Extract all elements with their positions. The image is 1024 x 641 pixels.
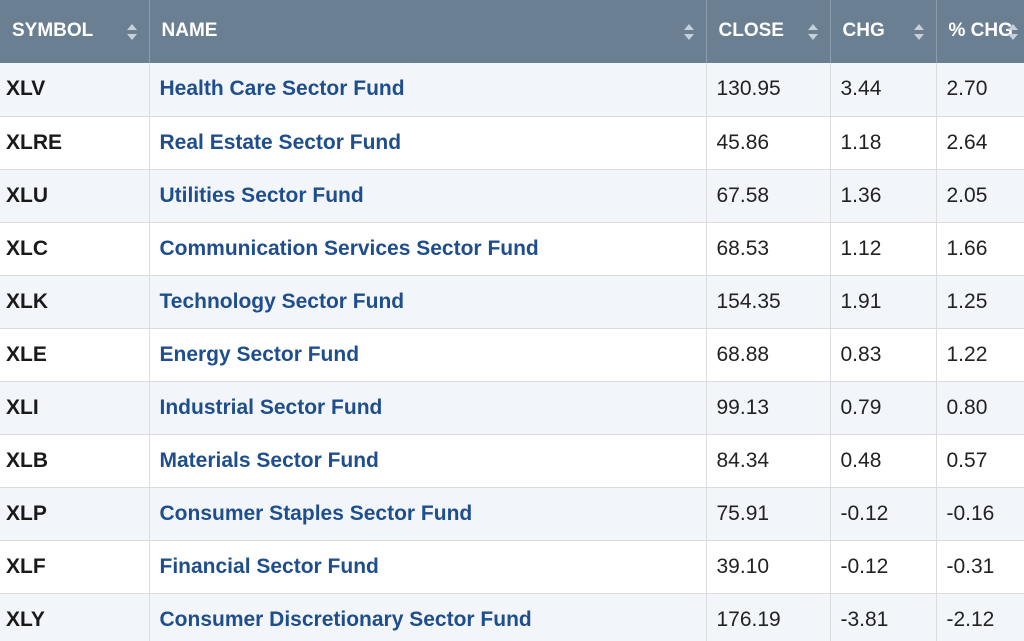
fund-name-link[interactable]: Communication Services Sector Fund (159, 236, 539, 260)
fund-name-link[interactable]: Consumer Discretionary Sector Fund (159, 607, 532, 631)
name-cell: Real Estate Sector Fund (149, 116, 707, 170)
symbol-cell: XLY (0, 593, 150, 641)
sort-arrows-icon[interactable] (1007, 23, 1018, 40)
close-cell: 75.91 (706, 487, 831, 541)
symbol-cell: XLK (0, 275, 150, 329)
symbol-cell: XLV (0, 63, 150, 117)
table-row[interactable]: XLF Financial Sector Fund 39.10 -0.12 -0.31 (0, 540, 1024, 594)
chg-cell: -0.12 (830, 487, 937, 541)
column-header-label: CHG (842, 20, 885, 42)
column-header-label: CLOSE (718, 20, 784, 42)
table-row[interactable]: XLRE Real Estate Sector Fund 45.86 1.18 2.64 (0, 116, 1024, 170)
chg-cell: 0.79 (830, 381, 937, 435)
table-row[interactable]: XLE Energy Sector Fund 68.88 0.83 1.22 (0, 328, 1024, 382)
close-cell: 154.35 (706, 275, 831, 329)
chg-cell: 0.83 (830, 328, 937, 382)
chg-cell: 0.48 (830, 434, 937, 488)
table-row[interactable]: XLB Materials Sector Fund 84.34 0.48 0.57 (0, 434, 1024, 488)
name-cell: Communication Services Sector Fund (149, 222, 707, 276)
table-row[interactable]: XLK Technology Sector Fund 154.35 1.91 1.25 (0, 275, 1024, 329)
table-row[interactable]: XLI Industrial Sector Fund 99.13 0.79 0.80 (0, 381, 1024, 435)
close-cell: 45.86 (706, 116, 831, 170)
table-row[interactable]: XLC Communication Services Sector Fund 68.… (0, 222, 1024, 276)
sort-arrows-icon[interactable] (683, 23, 694, 40)
fund-name-link[interactable]: Real Estate Sector Fund (159, 130, 402, 154)
name-cell: Technology Sector Fund (149, 275, 707, 329)
close-cell: 84.34 (706, 434, 831, 488)
pct-chg-cell: 1.66 (936, 222, 1024, 276)
name-cell: Financial Sector Fund (149, 540, 707, 594)
sort-arrows-icon[interactable] (126, 23, 137, 40)
close-cell: 68.53 (706, 222, 831, 276)
name-cell: Consumer Discretionary Sector Fund (149, 593, 707, 641)
pct-chg-cell: 2.70 (936, 63, 1024, 117)
table-body: XLV Health Care Sector Fund 130.95 3.44 2.70… (0, 63, 1024, 641)
name-cell: Materials Sector Fund (149, 434, 707, 488)
fund-name-link[interactable]: Industrial Sector Fund (159, 395, 383, 419)
chg-cell: -0.12 (830, 540, 937, 594)
fund-name-link[interactable]: Utilities Sector Fund (159, 183, 364, 207)
column-header-chg[interactable]: CHG (830, 0, 937, 63)
symbol-cell: XLB (0, 434, 150, 488)
column-header-label: NAME (161, 20, 218, 42)
table-row[interactable]: XLU Utilities Sector Fund 67.58 1.36 2.05 (0, 169, 1024, 223)
pct-chg-cell: 1.25 (936, 275, 1024, 329)
column-header-name[interactable]: NAME (149, 0, 707, 63)
table-row[interactable]: XLY Consumer Discretionary Sector Fund 176… (0, 593, 1024, 641)
close-cell: 99.13 (706, 381, 831, 435)
close-cell: 67.58 (706, 169, 831, 223)
pct-chg-cell: 0.57 (936, 434, 1024, 488)
sort-arrows-icon[interactable] (807, 23, 818, 40)
chg-cell: 1.91 (830, 275, 937, 329)
chg-cell: 3.44 (830, 63, 937, 117)
symbol-cell: XLE (0, 328, 150, 382)
chg-cell: 1.36 (830, 169, 937, 223)
symbol-cell: XLRE (0, 116, 150, 170)
close-cell: 39.10 (706, 540, 831, 594)
column-header-close[interactable]: CLOSE (706, 0, 831, 63)
column-header-label: SYMBOL (12, 20, 94, 42)
name-cell: Industrial Sector Fund (149, 381, 707, 435)
close-cell: 176.19 (706, 593, 831, 641)
symbol-cell: XLC (0, 222, 150, 276)
chg-cell: 1.18 (830, 116, 937, 170)
pct-chg-cell: 2.05 (936, 169, 1024, 223)
name-cell: Energy Sector Fund (149, 328, 707, 382)
fund-name-link[interactable]: Technology Sector Fund (159, 289, 405, 313)
fund-name-link[interactable]: Consumer Staples Sector Fund (159, 501, 473, 525)
sort-arrows-icon[interactable] (913, 23, 924, 40)
symbol-cell: XLF (0, 540, 150, 594)
close-cell: 68.88 (706, 328, 831, 382)
symbol-cell: XLU (0, 169, 150, 223)
symbol-cell: XLP (0, 487, 150, 541)
fund-name-link[interactable]: Financial Sector Fund (159, 554, 379, 578)
name-cell: Consumer Staples Sector Fund (149, 487, 707, 541)
column-header-symbol[interactable]: SYMBOL (0, 0, 150, 63)
pct-chg-cell: -2.12 (936, 593, 1024, 641)
fund-name-link[interactable]: Health Care Sector Fund (159, 77, 405, 101)
close-cell: 130.95 (706, 63, 831, 117)
pct-chg-cell: 2.64 (936, 116, 1024, 170)
name-cell: Health Care Sector Fund (149, 63, 707, 117)
chg-cell: -3.81 (830, 593, 937, 641)
pct-chg-cell: -0.16 (936, 487, 1024, 541)
table-header-row: SYMBOL NAME CLOSE CHG % CHG (0, 0, 1024, 63)
chg-cell: 1.12 (830, 222, 937, 276)
column-header-label: % CHG (948, 20, 1013, 42)
symbol-cell: XLI (0, 381, 150, 435)
pct-chg-cell: -0.31 (936, 540, 1024, 594)
name-cell: Utilities Sector Fund (149, 169, 707, 223)
fund-name-link[interactable]: Materials Sector Fund (159, 448, 379, 472)
column-header-pct-chg[interactable]: % CHG (936, 0, 1024, 63)
fund-name-link[interactable]: Energy Sector Fund (159, 342, 360, 366)
table-row[interactable]: XLV Health Care Sector Fund 130.95 3.44 2.70 (0, 63, 1024, 117)
pct-chg-cell: 1.22 (936, 328, 1024, 382)
pct-chg-cell: 0.80 (936, 381, 1024, 435)
table-row[interactable]: XLP Consumer Staples Sector Fund 75.91 -0.1… (0, 487, 1024, 541)
